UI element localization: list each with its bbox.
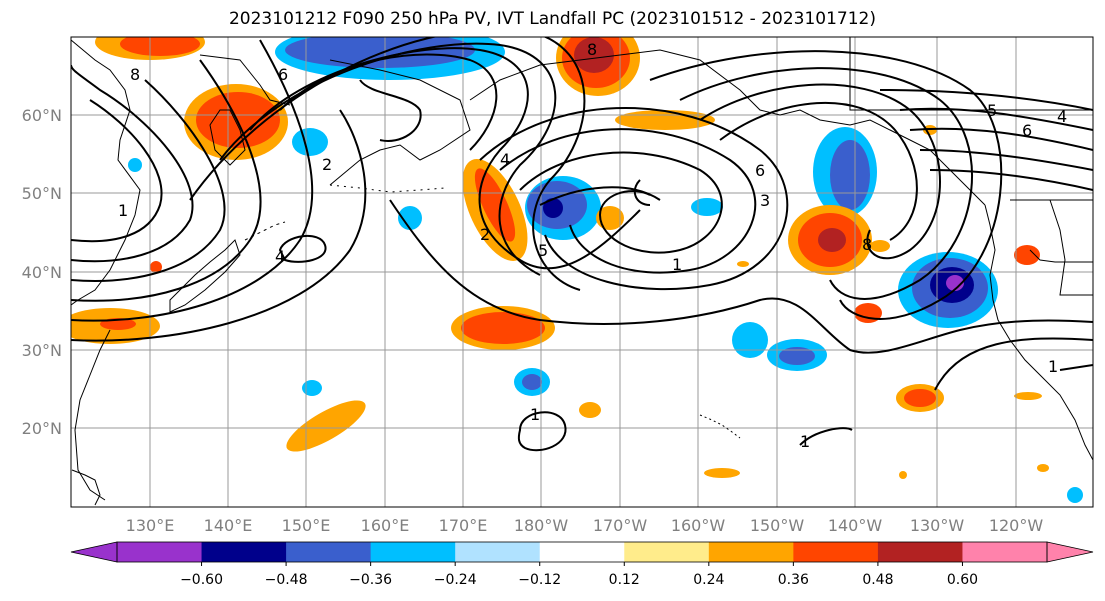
lon-label: 140°E [204, 516, 253, 535]
contour-label: 6 [1022, 121, 1032, 140]
colorbar-tick-label: 0.12 [609, 572, 640, 588]
colorbar-tick-label: 0.60 [947, 572, 978, 588]
lon-label: 180°W [514, 516, 569, 535]
lat-label: 20°N [22, 419, 62, 438]
longitude-labels: 130°E 140°E 150°E 160°E 170°E 180°W 170°… [126, 516, 1044, 535]
contour-label: 8 [130, 65, 140, 84]
contour-label: 2 [480, 225, 490, 244]
contour-label: 5 [987, 101, 997, 120]
colorbar-extend-high [1047, 542, 1093, 562]
contour-labels: 8 8 8 6 6 6 5 5 4 4 4 3 2 2 1 1 1 1 1 [118, 40, 1067, 451]
contour-label: 8 [587, 40, 597, 59]
ivt-contours [71, 37, 1093, 452]
lon-label: 150°E [282, 516, 331, 535]
colorbar-tick-label: −0.12 [518, 572, 561, 588]
colorbar-cell [877, 542, 963, 562]
lon-label: 130°W [910, 516, 965, 535]
colorbar-cell [117, 542, 203, 562]
latitude-labels: 60°N 50°N 40°N 30°N 20°N [22, 106, 62, 438]
lat-label: 30°N [22, 341, 62, 360]
lon-label: 140°W [828, 516, 883, 535]
colorbar-cell [793, 542, 879, 562]
colorbar-tick-label: −0.60 [180, 572, 223, 588]
colorbar-cell [962, 542, 1048, 562]
colorbar-cell [624, 542, 710, 562]
lon-label: 120°W [989, 516, 1044, 535]
colorbar: −0.60 −0.48 −0.36 −0.24 −0.12 0.12 0.24 0.36 0.4… [70, 541, 1094, 588]
contour-label: 3 [760, 191, 770, 210]
lon-label: 170°W [593, 516, 648, 535]
lon-label: 150°W [750, 516, 805, 535]
contour-label: 1 [1048, 357, 1058, 376]
contour-label: 1 [800, 432, 810, 451]
colorbar-tick-label: 0.48 [862, 572, 893, 588]
lat-label: 60°N [22, 106, 62, 125]
lat-label: 50°N [22, 184, 62, 203]
contour-label: 4 [275, 247, 285, 266]
colorbar-cell [708, 542, 794, 562]
graticule [71, 37, 1093, 507]
lon-label: 130°E [126, 516, 175, 535]
contour-label: 5 [538, 241, 548, 260]
map-content: 8 8 8 6 6 6 5 5 4 4 4 3 2 2 1 1 1 1 1 [71, 37, 1093, 507]
colorbar-cell [370, 542, 456, 562]
colorbar-tick-label: −0.36 [349, 572, 392, 588]
colorbar-extend-low [71, 542, 117, 562]
lat-label: 40°N [22, 263, 62, 282]
contour-label: 8 [862, 235, 872, 254]
contour-label: 1 [530, 405, 540, 424]
coastlines [71, 37, 1093, 506]
colorbar-tick-label: −0.24 [434, 572, 477, 588]
map-title: 2023101212 F090 250 hPa PV, IVT Landfall… [228, 9, 876, 29]
colorbar-cell [455, 542, 541, 562]
lon-label: 160°W [671, 516, 726, 535]
lon-label: 160°E [361, 516, 410, 535]
contour-label: 6 [278, 65, 288, 84]
lon-label: 170°E [439, 516, 488, 535]
contour-label: 6 [755, 161, 765, 180]
colorbar-tick-label: 0.36 [778, 572, 809, 588]
contour-label: 1 [118, 201, 128, 220]
colorbar-tick-label: −0.48 [265, 572, 308, 588]
colorbar-tick-label: 0.24 [693, 572, 724, 588]
contour-label: 4 [1057, 107, 1067, 126]
contour-label: 1 [672, 255, 682, 274]
colorbar-cell [286, 542, 372, 562]
map-border [70, 36, 1094, 508]
colorbar-cell [539, 542, 625, 562]
contour-label: 4 [500, 150, 510, 169]
contour-label: 2 [322, 155, 332, 174]
pv-shading [71, 37, 1083, 503]
colorbar-cell [201, 542, 287, 562]
